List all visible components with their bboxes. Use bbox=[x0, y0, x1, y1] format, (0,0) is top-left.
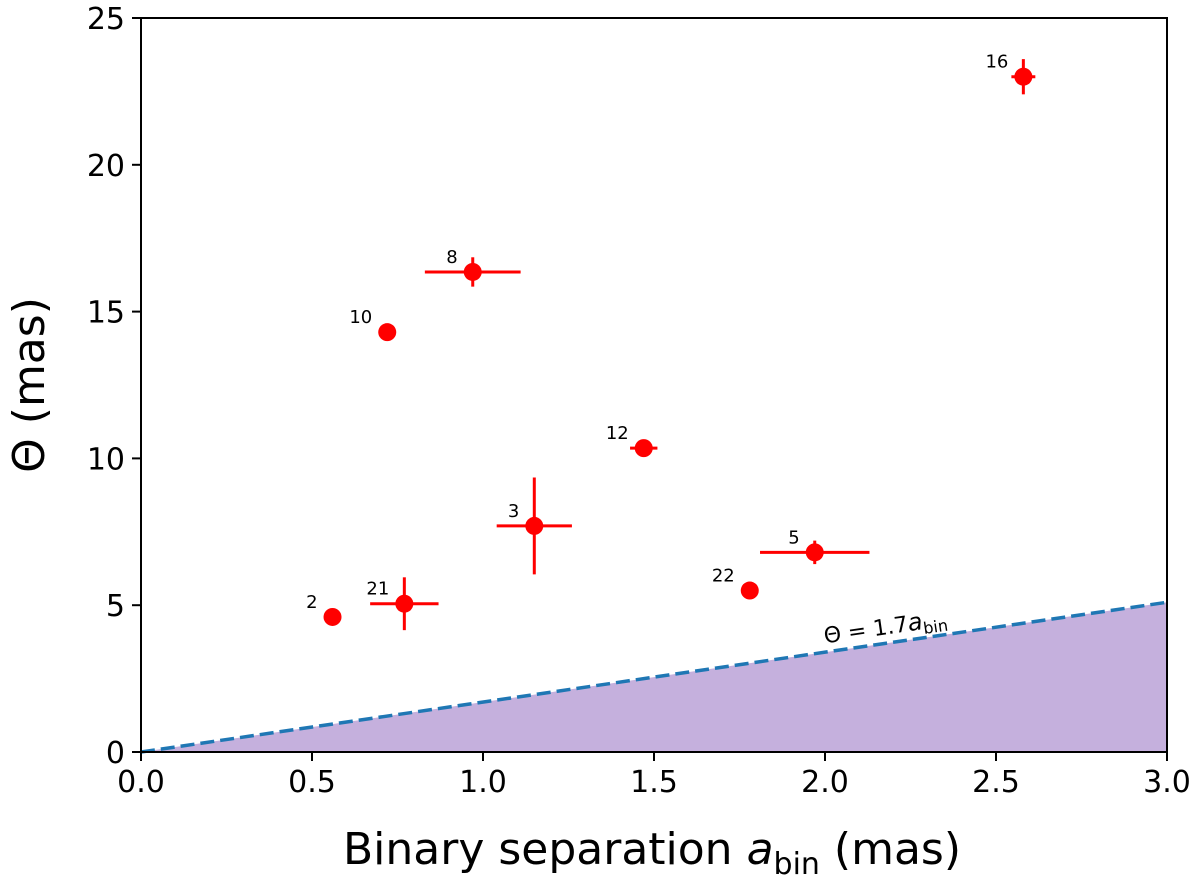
x-tick-label: 3.0 bbox=[1143, 765, 1191, 800]
point-label: 10 bbox=[349, 307, 372, 328]
point-label: 22 bbox=[712, 566, 735, 587]
data-point-2: 2 bbox=[306, 592, 342, 626]
ratio-line-label-subscript: bin bbox=[922, 616, 949, 638]
data-point-12: 12 bbox=[606, 423, 658, 458]
point-marker bbox=[525, 516, 544, 535]
x-axis-title: Binary separation abin (mas) bbox=[343, 824, 961, 879]
ratio-line bbox=[140, 600, 1168, 754]
excluded-region bbox=[141, 602, 1167, 752]
point-marker bbox=[1014, 67, 1033, 86]
point-marker bbox=[805, 543, 824, 562]
y-tick-label: 15 bbox=[87, 296, 125, 331]
data-point-8: 8 bbox=[424, 247, 521, 287]
x-tick-label: 1.5 bbox=[630, 765, 678, 800]
point-marker bbox=[378, 323, 397, 342]
point-label: 5 bbox=[788, 527, 799, 548]
x-axis-title-main: Binary separation bbox=[343, 824, 747, 875]
data-point-3: 3 bbox=[496, 477, 572, 575]
x-tick-label: 1.0 bbox=[459, 765, 507, 800]
data-point-21: 21 bbox=[366, 577, 439, 631]
x-axis-title-subscript: bin bbox=[774, 847, 820, 879]
x-tick-label: 0.0 bbox=[117, 765, 165, 800]
y-tick-label: 0 bbox=[106, 736, 125, 771]
point-label: 21 bbox=[366, 579, 389, 600]
y-tick-label: 5 bbox=[106, 589, 125, 624]
x-tick-label: 2.5 bbox=[972, 765, 1020, 800]
y-tick-label: 10 bbox=[87, 442, 125, 477]
point-label: 16 bbox=[985, 52, 1008, 73]
point-label: 12 bbox=[606, 423, 629, 444]
y-tick-label: 20 bbox=[87, 149, 125, 184]
point-marker bbox=[395, 594, 414, 613]
x-tick-label: 0.5 bbox=[288, 765, 336, 800]
data-point-16: 16 bbox=[985, 52, 1036, 95]
ratio-line-label-symbol: a bbox=[906, 607, 925, 637]
point-label: 3 bbox=[508, 501, 519, 522]
y-axis-title: Θ (mas) bbox=[4, 297, 55, 473]
data-point-5: 5 bbox=[760, 527, 870, 565]
y-tick-label: 25 bbox=[87, 2, 125, 37]
point-marker bbox=[323, 607, 342, 626]
x-axis-title-symbol: a bbox=[747, 824, 774, 875]
y-axis-ticks: 0 5 10 15 20 25 bbox=[87, 2, 141, 771]
point-marker bbox=[740, 581, 759, 600]
point-label: 2 bbox=[306, 592, 317, 613]
x-tick-label: 2.0 bbox=[801, 765, 849, 800]
point-marker bbox=[463, 262, 482, 281]
points-layer: 2 21 10 8 3 12 22 5 16 bbox=[306, 52, 1036, 631]
x-axis-title-unit: (mas) bbox=[820, 824, 961, 875]
point-marker bbox=[634, 439, 653, 458]
x-axis-ticks: 0.0 0.5 1.0 1.5 2.0 2.5 3.0 bbox=[117, 752, 1191, 800]
point-label: 8 bbox=[446, 247, 457, 268]
data-point-22: 22 bbox=[712, 566, 759, 600]
data-point-10: 10 bbox=[349, 307, 397, 342]
